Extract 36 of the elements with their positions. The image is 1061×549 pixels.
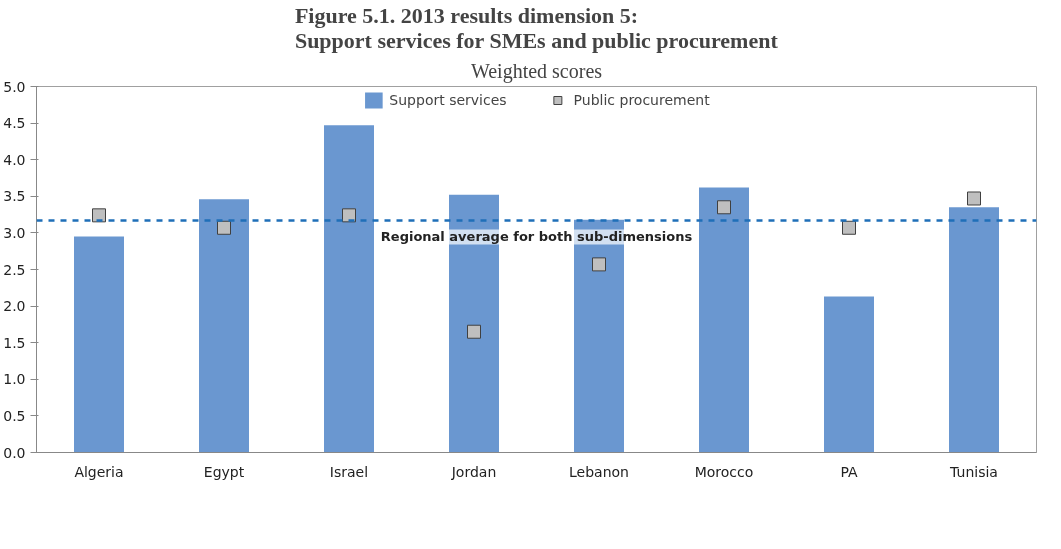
- y-tick-label: 0.0: [3, 444, 26, 461]
- bar: [699, 187, 749, 453]
- y-tick-label: 2.5: [3, 261, 26, 278]
- point: [717, 200, 731, 215]
- y-tick-label: 2.0: [3, 298, 26, 315]
- y-tick-label: 1.0: [3, 371, 26, 388]
- y-tick-label: 5.0: [3, 78, 26, 95]
- bar: [824, 296, 874, 453]
- point: [592, 257, 606, 272]
- chart-title: Figure 5.1. 2013 results dimension 5: Support services for SMEs and public procurement: [294, 2, 779, 53]
- x-tick-label: Algeria: [74, 463, 124, 480]
- point: [217, 220, 231, 235]
- bar: [74, 236, 124, 453]
- x-tick-label: Lebanon: [569, 463, 629, 480]
- x-tick-label: Jordan: [450, 463, 497, 480]
- legend-label: Support services: [389, 92, 507, 108]
- y-tick-label: 4.0: [3, 151, 26, 168]
- point: [967, 191, 981, 206]
- y-tick-label: 3.5: [3, 188, 26, 205]
- x-tick-label: Morocco: [694, 463, 754, 480]
- ref-line-label: Regional average for both sub-dimensions: [380, 229, 693, 245]
- legend-label: Public procurement: [573, 92, 710, 108]
- x-tick-label: Egypt: [203, 463, 245, 480]
- y-tick-label: 3.0: [3, 224, 26, 241]
- point: [842, 220, 856, 235]
- bar: [949, 207, 999, 453]
- y-tick-label: 0.5: [3, 407, 26, 424]
- y-tick-label: 4.5: [3, 115, 26, 132]
- point: [467, 324, 481, 339]
- x-tick-label: PA: [840, 463, 858, 480]
- x-tick-label: Israel: [329, 463, 369, 480]
- y-tick-label: 1.5: [3, 334, 26, 351]
- x-tick-label: Tunisia: [949, 463, 998, 480]
- bar: [324, 125, 374, 453]
- bar: [199, 199, 249, 453]
- chart-subtitle: Weighted scores: [470, 59, 603, 83]
